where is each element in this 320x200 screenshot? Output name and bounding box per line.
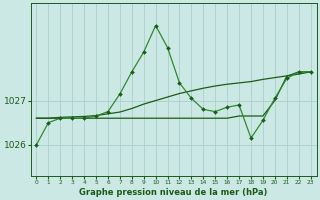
X-axis label: Graphe pression niveau de la mer (hPa): Graphe pression niveau de la mer (hPa) [79,188,268,197]
